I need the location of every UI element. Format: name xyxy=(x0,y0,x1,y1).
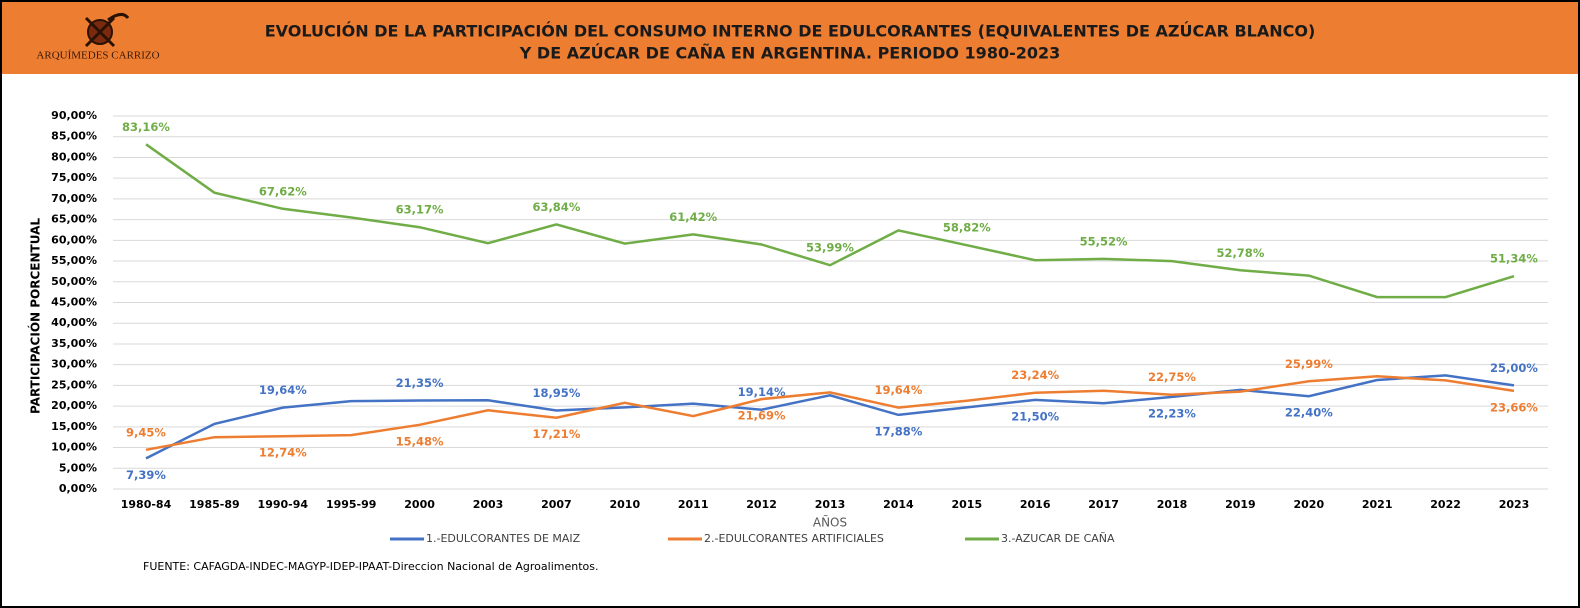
series-line xyxy=(145,143,1515,299)
y-tick-label: 0,00% xyxy=(59,482,97,495)
chart-title: EVOLUCIÓN DE LA PARTICIPACIÓN DEL CONSUM… xyxy=(265,22,1316,41)
x-tick-label: 1995-99 xyxy=(326,498,377,511)
x-tick-label: 2010 xyxy=(609,498,640,511)
data-label: 21,35% xyxy=(396,376,444,390)
x-tick-label: 2015 xyxy=(951,498,982,511)
data-label: 18,95% xyxy=(532,386,580,400)
y-tick-label: 45,00% xyxy=(51,296,97,309)
data-label: 52,78% xyxy=(1216,246,1264,260)
data-label: 17,88% xyxy=(874,424,922,438)
x-tick-label: 1985-89 xyxy=(189,498,240,511)
header-band xyxy=(2,2,1578,74)
data-label: 23,66% xyxy=(1490,400,1538,414)
data-label: 63,84% xyxy=(532,200,580,214)
data-label: 19,14% xyxy=(738,385,786,399)
data-label: 53,99% xyxy=(806,241,854,255)
data-label: 83,16% xyxy=(122,120,170,134)
x-tick-label: 2007 xyxy=(541,498,572,511)
y-tick-label: 30,00% xyxy=(51,358,97,371)
y-tick-label: 70,00% xyxy=(51,192,97,205)
y-tick-label: 85,00% xyxy=(51,130,97,143)
data-label: 55,52% xyxy=(1080,234,1128,248)
y-tick-label: 75,00% xyxy=(51,171,97,184)
data-label: 15,48% xyxy=(396,434,444,448)
y-tick-label: 25,00% xyxy=(51,378,97,391)
y-axis-title: PARTICIPACIÓN PORCENTUAL xyxy=(28,218,43,414)
y-tick-label: 40,00% xyxy=(51,316,97,329)
x-tick-label: 1980-84 xyxy=(121,498,172,511)
x-tick-label: 2003 xyxy=(473,498,504,511)
x-tick-label: 2023 xyxy=(1499,498,1530,511)
y-tick-label: 80,00% xyxy=(51,150,97,163)
x-tick-label: 2012 xyxy=(746,498,777,511)
x-tick-label: 2000 xyxy=(404,498,435,511)
data-label: 22,23% xyxy=(1148,406,1196,420)
x-tick-label: 2022 xyxy=(1430,498,1461,511)
data-label: 23,24% xyxy=(1011,368,1059,382)
data-label: 12,74% xyxy=(259,446,307,460)
series-line xyxy=(145,375,1515,452)
x-tick-label: 2017 xyxy=(1088,498,1119,511)
y-tick-label: 50,00% xyxy=(51,275,97,288)
y-tick-label: 55,00% xyxy=(51,254,97,267)
y-tick-label: 60,00% xyxy=(51,233,97,246)
legend-label: 3.-AZUCAR DE CAÑA xyxy=(1001,532,1115,545)
data-label: 25,99% xyxy=(1285,357,1333,371)
legend-label: 1.-EDULCORANTES DE MAIZ xyxy=(426,532,581,545)
data-label: 7,39% xyxy=(126,468,166,482)
data-label: 17,21% xyxy=(532,427,580,441)
data-label: 19,64% xyxy=(259,383,307,397)
x-tick-label: 2011 xyxy=(678,498,709,511)
y-tick-label: 5,00% xyxy=(59,461,97,474)
data-label: 22,75% xyxy=(1148,370,1196,384)
x-tick-label: 2018 xyxy=(1157,498,1188,511)
series-line xyxy=(145,374,1515,460)
chart-title: Y DE AZÚCAR DE CAÑA EN ARGENTINA. PERIOD… xyxy=(519,44,1061,63)
x-tick-label: 2014 xyxy=(883,498,914,511)
logo-icon xyxy=(84,13,130,48)
logo-text: ARQUÍMEDES CARRIZO xyxy=(36,50,159,62)
data-label: 67,62% xyxy=(259,184,307,198)
y-tick-label: 65,00% xyxy=(51,213,97,226)
y-tick-label: 20,00% xyxy=(51,399,97,412)
x-axis-title: AÑOS xyxy=(813,515,847,530)
x-tick-label: 2019 xyxy=(1225,498,1256,511)
data-label: 25,00% xyxy=(1490,361,1538,375)
data-label: 22,40% xyxy=(1285,406,1333,420)
y-tick-label: 90,00% xyxy=(51,109,97,122)
data-label: 21,50% xyxy=(1011,409,1059,423)
data-label: 19,64% xyxy=(874,383,922,397)
x-tick-label: 2016 xyxy=(1020,498,1051,511)
x-tick-label: 2013 xyxy=(815,498,846,511)
x-tick-label: 2020 xyxy=(1293,498,1324,511)
legend-label: 2.-EDULCORANTES ARTIFICIALES xyxy=(704,532,884,545)
data-label: 21,69% xyxy=(738,409,786,423)
y-tick-label: 10,00% xyxy=(51,441,97,454)
x-tick-label: 1990-94 xyxy=(258,498,309,511)
y-tick-label: 35,00% xyxy=(51,337,97,350)
data-label: 61,42% xyxy=(669,210,717,224)
data-label: 63,17% xyxy=(396,203,444,217)
x-tick-label: 2021 xyxy=(1362,498,1393,511)
data-label: 51,34% xyxy=(1490,252,1538,266)
data-label: 9,45% xyxy=(126,425,166,439)
y-tick-label: 15,00% xyxy=(51,420,97,433)
data-label: 58,82% xyxy=(943,221,991,235)
source-note: FUENTE: CAFAGDA-INDEC-MAGYP-IDEP-IPAAT-D… xyxy=(143,560,598,573)
